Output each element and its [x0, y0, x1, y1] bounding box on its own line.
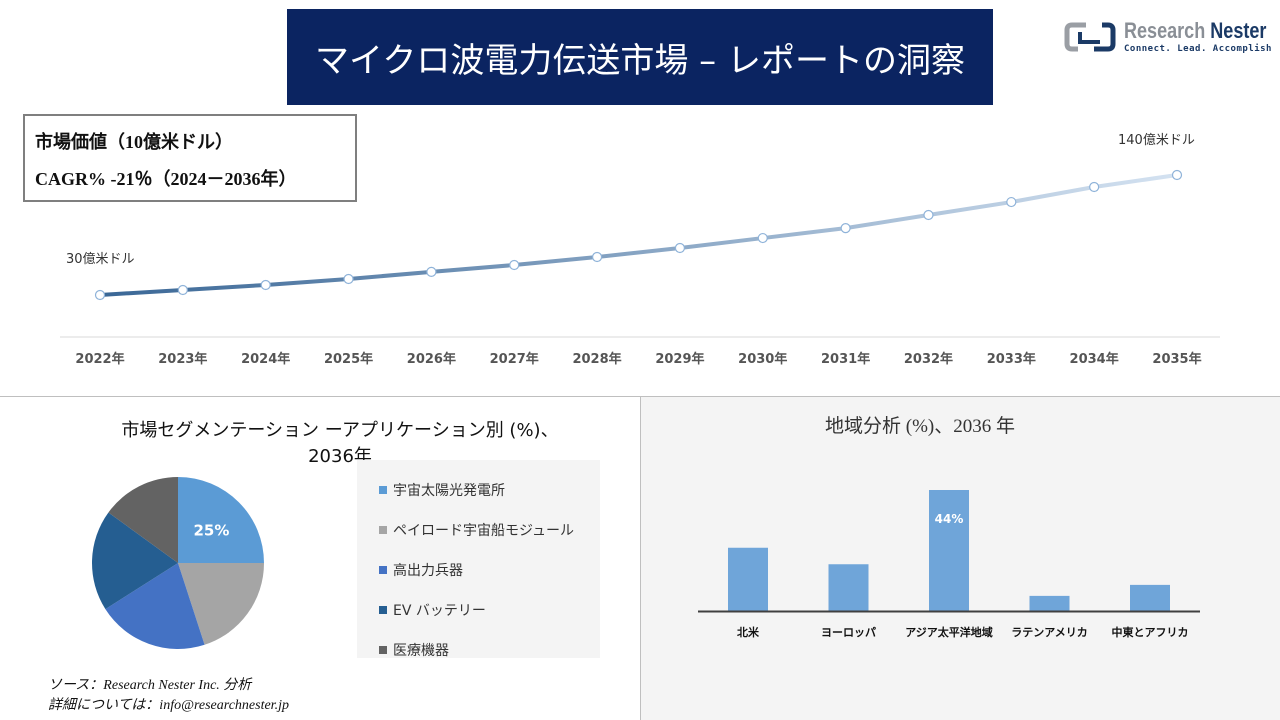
legend-label: 医療機器	[393, 643, 449, 659]
data-point	[1171, 169, 1183, 181]
legend-swatch	[379, 526, 387, 534]
region-bar-chart: 北米 ヨーロッパ アジア太平洋地域 44% ラテンアメリカ 中東とアフリカ	[698, 490, 1200, 639]
legend-item: 高出力兵器	[379, 550, 600, 590]
x-tick-label: 2027年	[490, 351, 539, 367]
x-tick-label: 2034年	[1070, 351, 1119, 367]
x-tick-label: 2029年	[655, 351, 704, 367]
region-label: アジア太平洋地域	[905, 625, 993, 639]
region-bar	[828, 564, 869, 611]
legend-swatch	[379, 566, 387, 574]
pie-slice	[178, 477, 264, 563]
x-tick-label: 2028年	[572, 351, 621, 367]
data-point	[757, 232, 768, 244]
start-value-label: 30億米ドル	[66, 251, 135, 267]
data-point	[509, 259, 520, 271]
growth-line	[99, 173, 1178, 297]
region-label: ラテンアメリカ	[1011, 626, 1087, 639]
legend-item: ペイロード宇宙船モジュール	[379, 510, 600, 550]
data-point	[1089, 181, 1100, 193]
legend-item: 医療機器	[379, 630, 600, 670]
pie-slice	[105, 563, 205, 649]
bar-data-label: 44%	[935, 512, 964, 526]
research-nester-logo: Research Nester Connect. Lead. Accomplis…	[1062, 18, 1280, 58]
x-tick-label: 2025年	[324, 351, 373, 367]
logo-name: Research Nester	[1124, 18, 1266, 44]
x-tick-label: 2033年	[987, 351, 1036, 367]
legend-label: 宇宙太陽光発電所	[393, 483, 505, 499]
data-point	[177, 284, 188, 296]
x-tick-label: 2024年	[241, 351, 290, 367]
logo-icon	[1064, 22, 1116, 52]
end-value-label: 140億米ドル	[1118, 132, 1195, 148]
cagr-label: CAGR% -21％（2024－2036年）	[35, 169, 297, 189]
pie-slice	[178, 563, 264, 645]
data-point	[94, 289, 106, 301]
region-bar	[929, 490, 969, 611]
region-label: ヨーロッパ	[821, 626, 876, 639]
region-bar	[728, 547, 768, 611]
pie-data-label: 25%	[193, 522, 229, 540]
logo-name-part1: Research	[1124, 18, 1211, 43]
legend-label: EV バッテリー	[393, 603, 486, 619]
data-point	[840, 223, 851, 234]
legend-swatch	[379, 486, 387, 494]
x-tick-label: 2023年	[158, 351, 207, 367]
data-point	[426, 266, 437, 277]
legend-swatch	[379, 606, 387, 614]
x-tick-label: 2030年	[738, 351, 787, 367]
region-label: 中東とアフリカ	[1112, 625, 1189, 639]
legend-item: EV バッテリー	[379, 590, 600, 630]
logo-name-part2: Nester	[1210, 18, 1267, 43]
x-tick-label: 2031年	[821, 351, 870, 367]
data-point	[343, 273, 354, 285]
pie-slice	[92, 512, 178, 610]
application-pie-chart: 25%	[92, 477, 264, 649]
legend-swatch	[379, 646, 387, 654]
x-tick-label: 2035年	[1152, 351, 1201, 367]
region-bar	[1029, 595, 1070, 611]
data-point	[674, 242, 686, 254]
market-growth-line-chart: 2022年 2023年 2024年 2025年 2026年 2027年 2028年 2029年…	[60, 132, 1220, 367]
region-label: 北米	[737, 625, 760, 639]
page-title: マイクロ波電力伝送市場 – レポートの洞察	[287, 9, 993, 105]
source-text: ソース：Research Nester Inc. 分析	[48, 678, 252, 693]
region-chart-title: 地域分析 (%)、2036 年	[825, 416, 1015, 437]
data-point	[260, 279, 271, 291]
section-divider	[0, 396, 1280, 397]
logo-tagline: Connect. Lead. Accomplish	[1124, 44, 1272, 54]
data-point	[923, 209, 934, 221]
data-point	[591, 251, 603, 263]
x-tick-label: 2032年	[904, 351, 953, 367]
footer: ソース：Research Nester Inc. 分析 詳細については：info…	[48, 676, 289, 716]
legend-label: ペイロード宇宙船モジュール	[393, 523, 575, 539]
pie-slice	[108, 477, 178, 563]
market-info-box: 市場価値（10億米ドル） CAGR% -21％（2024－2036年）	[23, 114, 357, 202]
legend-label: 高出力兵器	[393, 563, 463, 579]
data-point	[1006, 196, 1017, 208]
region-bar	[1130, 584, 1170, 611]
x-tick-label: 2026年	[407, 351, 456, 367]
contact-text: 詳細については：info@researchnester.jp	[48, 698, 289, 713]
market-value-label: 市場価値（10億米ドル）	[35, 132, 233, 152]
pie-legend: 宇宙太陽光発電所ペイロード宇宙船モジュール 高出力兵器 EV バッテリー 医療機器	[357, 460, 600, 659]
legend-item: 宇宙太陽光発電所	[379, 470, 600, 510]
segment-chart-title: 市場セグメンテーション ーアプリケーション別 (%)、2036年	[121, 420, 559, 467]
x-tick-label: 2022年	[75, 351, 124, 367]
